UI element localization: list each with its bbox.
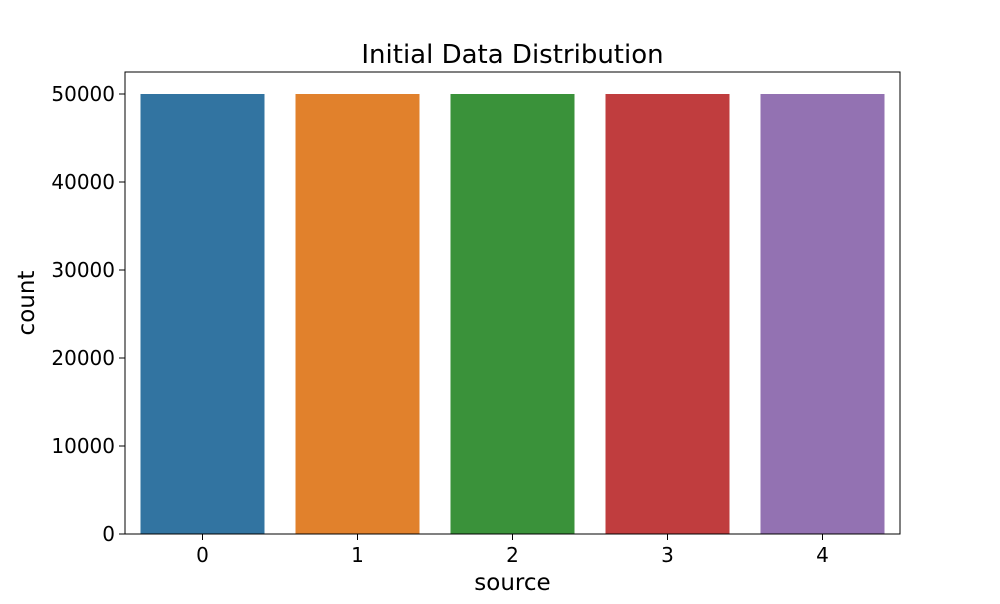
y-tick-label: 40000 bbox=[51, 170, 115, 194]
chart-title: Initial Data Distribution bbox=[361, 40, 663, 70]
bar-4 bbox=[760, 94, 885, 534]
x-tick-label: 1 bbox=[351, 543, 364, 567]
x-tick-label: 4 bbox=[816, 543, 829, 567]
bar-2 bbox=[450, 94, 575, 534]
y-tick-label: 0 bbox=[102, 522, 115, 546]
y-tick-label: 20000 bbox=[51, 346, 115, 370]
y-tick-label: 50000 bbox=[51, 82, 115, 106]
x-axis-label: source bbox=[474, 570, 550, 596]
y-tick-label: 10000 bbox=[51, 434, 115, 458]
y-tick-label: 30000 bbox=[51, 258, 115, 282]
x-tick-label: 3 bbox=[661, 543, 674, 567]
bars-layer bbox=[140, 94, 885, 534]
x-axis: 0 1 2 3 4 bbox=[196, 534, 829, 567]
bar-1 bbox=[295, 94, 420, 534]
x-tick-label: 0 bbox=[196, 543, 209, 567]
bar-3 bbox=[605, 94, 730, 534]
y-axis: 0 10000 20000 30000 40000 50000 bbox=[51, 82, 125, 546]
x-tick-label: 2 bbox=[506, 543, 519, 567]
bar-0 bbox=[140, 94, 265, 534]
y-axis-label: count bbox=[14, 271, 40, 336]
